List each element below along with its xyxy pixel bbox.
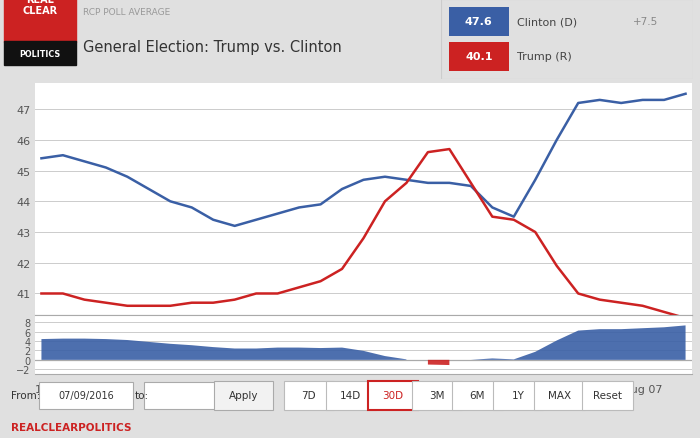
FancyBboxPatch shape [582,381,633,410]
FancyBboxPatch shape [452,381,503,410]
Text: +7.5: +7.5 [633,18,658,27]
Text: 6M: 6M [470,390,485,400]
Text: 47.6: 47.6 [465,18,493,27]
Bar [4,0,76,42]
FancyBboxPatch shape [449,8,509,37]
Text: Clinton (D): Clinton (D) [517,18,577,27]
FancyBboxPatch shape [493,381,543,410]
Text: REAL
CLEAR: REAL CLEAR [22,0,57,16]
Text: MAX: MAX [547,390,571,400]
Text: 30D: 30D [382,390,403,400]
Text: 07/09/2016: 07/09/2016 [58,390,114,400]
FancyBboxPatch shape [144,382,220,409]
Text: RCP POLL AVERAGE: RCP POLL AVERAGE [83,8,170,18]
FancyBboxPatch shape [214,381,273,410]
FancyBboxPatch shape [534,381,584,410]
Text: 1Y: 1Y [512,390,524,400]
Text: to:: to: [134,390,148,400]
Text: 3M: 3M [429,390,444,400]
Text: General Election: Trump vs. Clinton: General Election: Trump vs. Clinton [83,40,342,55]
Text: 7D: 7D [302,390,316,400]
FancyBboxPatch shape [449,43,509,72]
FancyBboxPatch shape [38,382,133,409]
FancyBboxPatch shape [284,381,334,410]
Text: 14D: 14D [340,390,361,400]
Text: POLITICS: POLITICS [20,50,61,59]
FancyBboxPatch shape [326,381,376,410]
Text: From:: From: [10,390,40,400]
Bar [4,42,76,66]
Text: 40.1: 40.1 [465,52,493,62]
FancyBboxPatch shape [412,381,462,410]
Text: Apply: Apply [229,390,258,400]
Text: Reset: Reset [593,390,622,400]
FancyBboxPatch shape [368,381,418,410]
Text: REALCLEARPOLITICS: REALCLEARPOLITICS [10,422,131,432]
Text: Trump (R): Trump (R) [517,52,571,62]
